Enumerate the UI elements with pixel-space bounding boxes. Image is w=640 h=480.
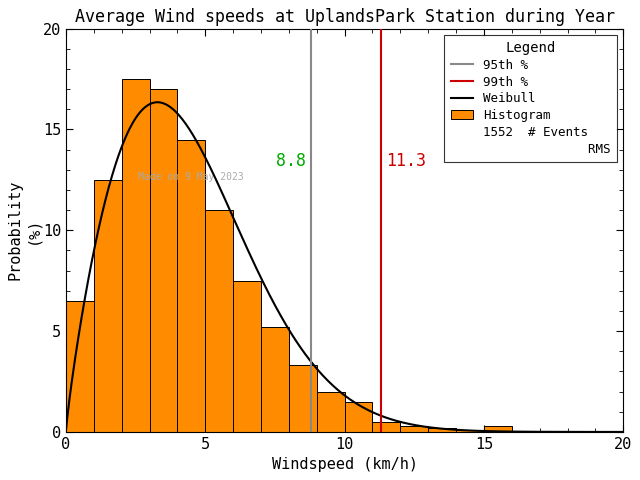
Bar xyxy=(233,281,261,432)
Title: Average Wind speeds at UplandsPark Station during Year: Average Wind speeds at UplandsPark Stati… xyxy=(75,8,614,25)
X-axis label: Windspeed (km/h): Windspeed (km/h) xyxy=(271,457,417,472)
Bar xyxy=(372,422,400,432)
Text: Made on 9 May 2023: Made on 9 May 2023 xyxy=(138,172,244,182)
Bar xyxy=(177,140,205,432)
Bar xyxy=(456,430,484,432)
Bar xyxy=(428,428,456,432)
Bar xyxy=(150,89,177,432)
Text: 8.8: 8.8 xyxy=(276,152,305,170)
Bar xyxy=(66,301,94,432)
Bar xyxy=(484,426,512,432)
Legend: 95th %, 99th %, Weibull, Histogram, 1552  # Events,               RMS: 95th %, 99th %, Weibull, Histogram, 1552… xyxy=(445,35,617,162)
Bar xyxy=(122,79,150,432)
Y-axis label: Probability
(%): Probability (%) xyxy=(8,180,40,280)
Bar xyxy=(400,426,428,432)
Bar xyxy=(205,210,233,432)
Text: 11.3: 11.3 xyxy=(387,152,426,170)
Bar xyxy=(317,392,344,432)
Bar xyxy=(344,402,372,432)
Bar xyxy=(94,180,122,432)
Bar xyxy=(261,327,289,432)
Bar xyxy=(289,365,317,432)
